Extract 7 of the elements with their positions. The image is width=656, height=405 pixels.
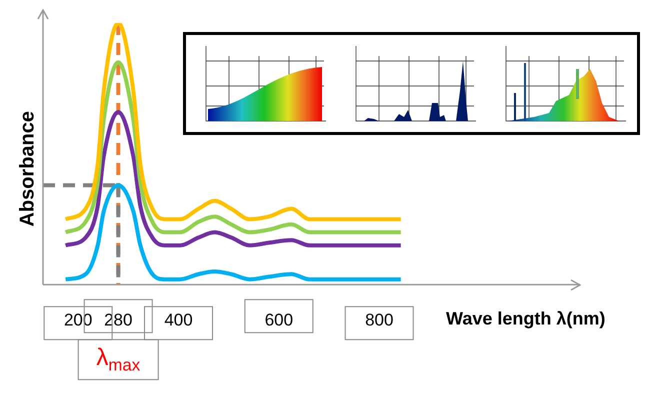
y-axis-title: Absorbance — [16, 111, 39, 227]
x-tick-label: 200 — [64, 310, 92, 330]
x-tick-label: 800 — [365, 310, 394, 330]
x-tick-label: 400 — [164, 310, 193, 330]
x-tick-label: 280 — [104, 310, 132, 330]
x-axis-title: Wave length λ(nm) — [446, 308, 606, 329]
x-tick-label: 600 — [264, 310, 294, 330]
